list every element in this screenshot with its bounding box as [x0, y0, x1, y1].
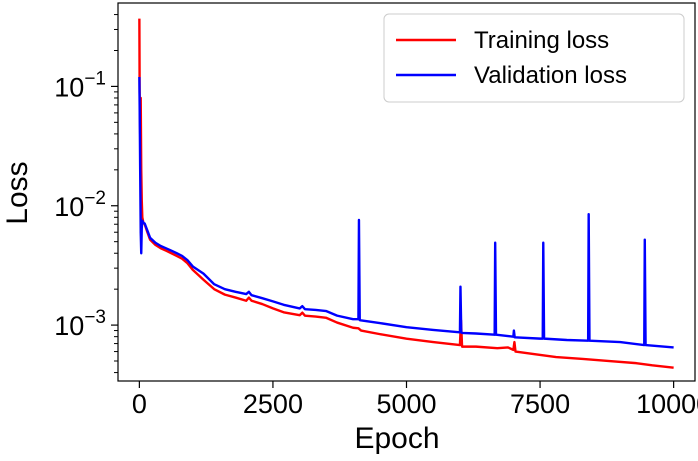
x-axis-label: Epoch	[354, 422, 439, 455]
legend-box	[383, 13, 685, 103]
y-tick-label: 10−1	[54, 68, 106, 102]
series-layer	[138, 18, 674, 369]
x-tick-label: 10000	[636, 389, 698, 419]
y-axis-label: Loss	[1, 161, 34, 224]
x-tick-label: 2500	[243, 389, 303, 419]
x-tick-label: 7500	[510, 389, 570, 419]
series-line-validation-loss	[138, 76, 674, 349]
y-tick-label: 10−2	[54, 188, 106, 222]
legend-label-training: Training loss	[474, 27, 609, 54]
legend-label-validation: Validation loss	[474, 62, 627, 89]
x-tick-label: 5000	[376, 389, 436, 419]
ticks-layer: 0 2500 5000 7500 10000 10−1 10−2 10−3	[54, 14, 698, 419]
legend: Training loss Validation loss	[383, 13, 685, 103]
y-tick-label: 10−3	[54, 307, 106, 341]
x-tick-label: 0	[132, 389, 147, 419]
